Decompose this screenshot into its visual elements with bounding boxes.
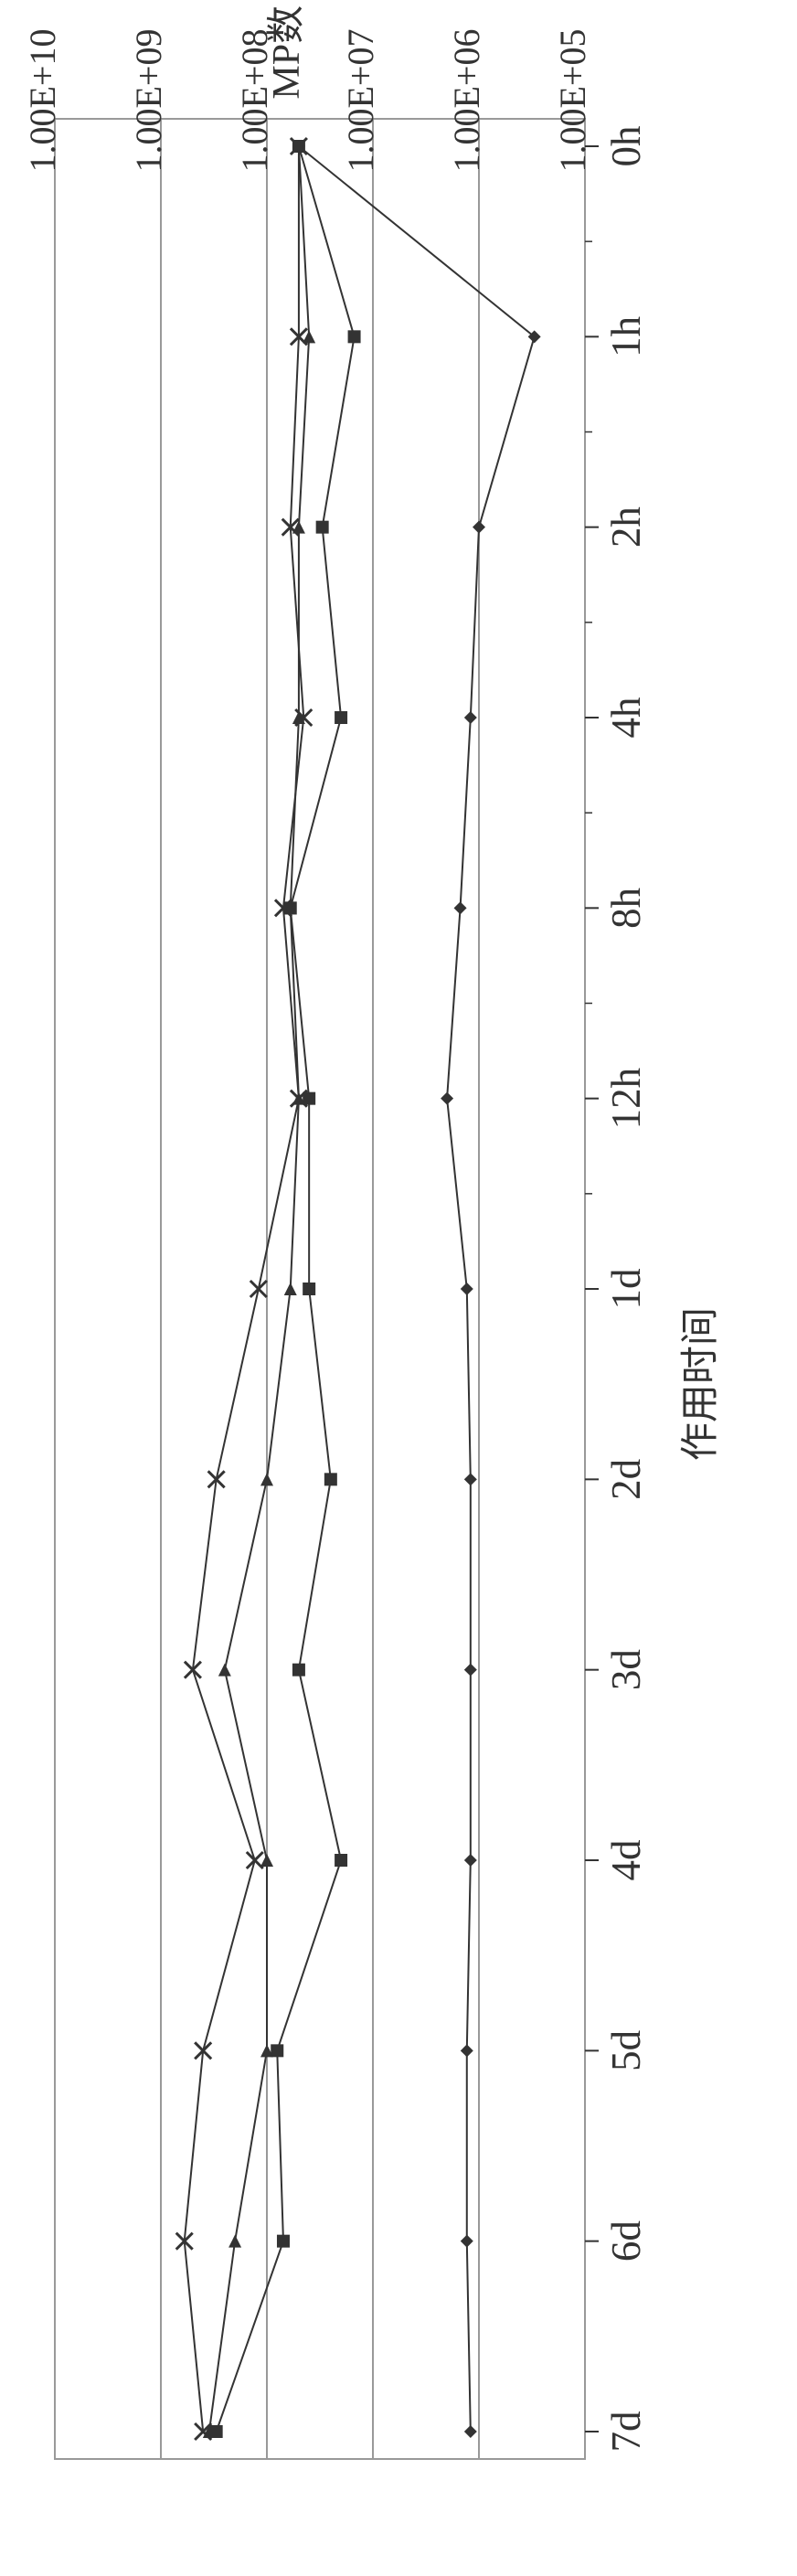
- x-axis-tick-label: 1d: [603, 1269, 649, 1310]
- y-axis-tick-label: 1.00E+07: [340, 29, 381, 173]
- x-axis-tick-label: 0h: [603, 126, 649, 167]
- y-axis-tick-label: 1.00E+09: [128, 29, 169, 173]
- y-axis-tick-label: 1.00E+06: [446, 29, 487, 173]
- x-axis-tick-label: 2h: [603, 506, 649, 548]
- y-axis-title: MP数 拷贝: [266, 0, 308, 100]
- series-line-series-x: [185, 146, 303, 2432]
- x-axis-tick-label: 4d: [603, 1840, 649, 1881]
- line-chart: 1.00E+051.00E+061.00E+071.00E+081.00E+09…: [0, 0, 797, 2571]
- x-axis-tick-label: 2d: [603, 1459, 649, 1500]
- series-line-series-square: [217, 146, 355, 2432]
- series-line-series-diamond: [299, 146, 535, 2432]
- x-axis-tick-label: 6d: [603, 2220, 649, 2262]
- x-axis-tick-label: 4h: [603, 697, 649, 739]
- y-axis-tick-label: 1.00E+10: [22, 29, 63, 173]
- x-axis-tick-label: 7d: [603, 2411, 649, 2453]
- x-axis-tick-label: 12h: [603, 1068, 649, 1130]
- y-axis-tick-label: 1.00E+05: [552, 29, 593, 173]
- x-axis-tick-label: 3d: [603, 1649, 649, 1690]
- x-axis-tick-label: 1h: [603, 316, 649, 357]
- chart-container: 1.00E+051.00E+061.00E+071.00E+081.00E+09…: [0, 0, 797, 2571]
- x-axis-tick-label: 5d: [603, 2030, 649, 2071]
- x-axis-title: 作用时间: [680, 1307, 722, 1461]
- x-axis-tick-label: 8h: [603, 888, 649, 929]
